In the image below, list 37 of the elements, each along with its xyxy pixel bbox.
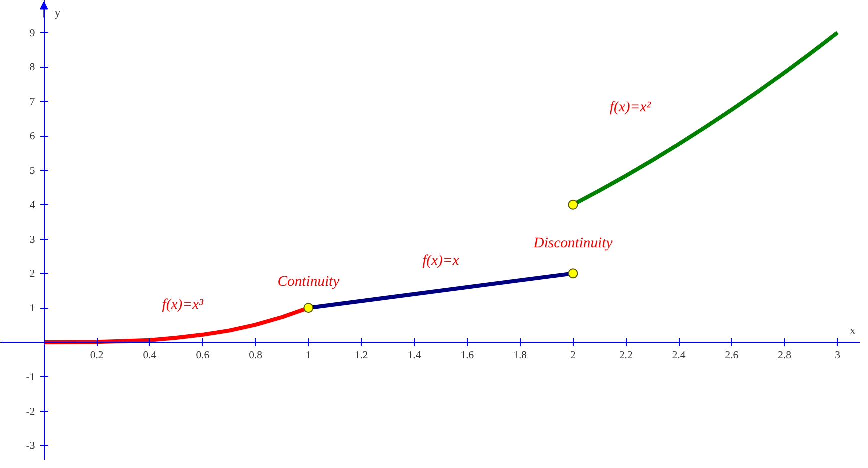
x-tick-label: 0.2 bbox=[90, 350, 104, 362]
text: f(x)=x² bbox=[610, 99, 652, 116]
y-tick-label: 8 bbox=[30, 62, 36, 74]
x-tick-label: 1.2 bbox=[354, 350, 368, 362]
x-tick-label: 2.4 bbox=[672, 350, 686, 362]
y-tick-label: -1 bbox=[26, 372, 36, 384]
x-tick-label: 2 bbox=[570, 350, 576, 362]
y-tick-label: 5 bbox=[30, 166, 36, 177]
y-tick-label: -2 bbox=[26, 406, 36, 418]
point bbox=[568, 268, 578, 279]
y-tick-label: -3 bbox=[26, 441, 36, 452]
x-tick-label: 2.2 bbox=[619, 350, 633, 362]
x-tick-label: 3 bbox=[835, 350, 840, 362]
point bbox=[568, 200, 578, 210]
y-tick-label: 6 bbox=[30, 132, 36, 143]
y-tick-label: 7 bbox=[30, 97, 36, 108]
annotation: Discontinuity bbox=[532, 236, 614, 252]
x-tick-label: 0.8 bbox=[249, 350, 262, 362]
x-tick-label: 0.4 bbox=[143, 350, 158, 362]
x-tick-label: 2.8 bbox=[778, 350, 792, 362]
y-tick-label: 2 bbox=[30, 269, 36, 280]
x-tick-label: 1.6 bbox=[460, 350, 475, 362]
series-label: f(x)=x³ bbox=[162, 296, 204, 313]
y-axis-title: y bbox=[54, 5, 61, 20]
x-tick-label: 2.6 bbox=[725, 350, 740, 362]
x-tick-label: 1.4 bbox=[408, 350, 422, 362]
y-tick-label: 9 bbox=[30, 28, 36, 40]
y-tick-label: 3 bbox=[30, 234, 36, 246]
y-tick-label: 4 bbox=[30, 200, 36, 212]
series-label: f(x)=x bbox=[422, 252, 460, 269]
x-tick-label: 1.8 bbox=[514, 350, 527, 362]
x-axis-title: x bbox=[850, 323, 856, 338]
x-tick-label: 1 bbox=[306, 350, 312, 362]
annotation: Continuity bbox=[278, 274, 340, 290]
y-tick-label: 1 bbox=[30, 304, 36, 315]
x-tick-label: 0.6 bbox=[196, 350, 210, 362]
point bbox=[304, 303, 314, 314]
